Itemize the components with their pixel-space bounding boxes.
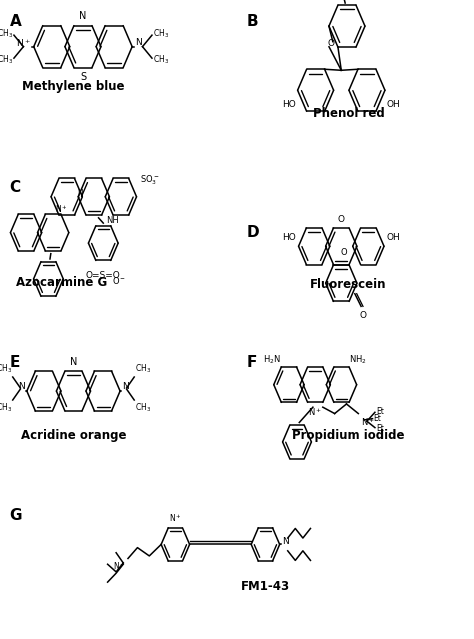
- Text: H$_2$N: H$_2$N: [264, 354, 282, 366]
- Text: N$^+$: N$^+$: [16, 37, 31, 49]
- Text: N$^+$: N$^+$: [113, 560, 126, 572]
- Text: Methylene blue: Methylene blue: [22, 80, 125, 93]
- Text: N$^+$: N$^+$: [55, 204, 68, 215]
- Text: D: D: [246, 225, 259, 240]
- Text: B: B: [246, 14, 258, 29]
- Text: N: N: [135, 38, 142, 47]
- Text: $\mathregular{CH_3}$: $\mathregular{CH_3}$: [135, 402, 151, 415]
- Text: N: N: [70, 357, 77, 367]
- Text: O$^-$: O$^-$: [112, 275, 126, 286]
- Text: N: N: [282, 537, 289, 546]
- Text: HO: HO: [283, 233, 296, 242]
- Text: Et: Et: [376, 406, 384, 415]
- Text: N: N: [122, 382, 129, 391]
- Text: Et: Et: [376, 424, 384, 433]
- Text: G: G: [9, 508, 22, 523]
- Text: $\mathregular{CH_3}$: $\mathregular{CH_3}$: [135, 362, 151, 375]
- Text: $\mathregular{CH_3}$: $\mathregular{CH_3}$: [153, 27, 169, 40]
- Text: SO$_3^-$: SO$_3^-$: [140, 173, 159, 187]
- Text: A: A: [9, 14, 21, 29]
- Text: N$^+$: N$^+$: [308, 407, 322, 419]
- Text: NH$_2$: NH$_2$: [349, 354, 366, 366]
- Text: FM1-43: FM1-43: [241, 580, 290, 593]
- Text: C: C: [9, 180, 20, 195]
- Text: N$^+$: N$^+$: [169, 512, 182, 524]
- Text: F: F: [246, 355, 257, 369]
- Text: Et: Et: [374, 413, 382, 422]
- Text: O=S=O: O=S=O: [86, 270, 121, 279]
- Text: $\mathregular{CH_3}$: $\mathregular{CH_3}$: [0, 53, 13, 66]
- Text: O: O: [360, 311, 367, 320]
- Text: N: N: [18, 382, 25, 391]
- Text: O: O: [328, 39, 335, 48]
- Text: $\mathregular{CH_3}$: $\mathregular{CH_3}$: [0, 27, 13, 40]
- Text: Azocarmine G: Azocarmine G: [16, 276, 107, 289]
- Text: S: S: [80, 72, 86, 82]
- Text: Fluorescein: Fluorescein: [310, 278, 387, 291]
- Text: Phenol red: Phenol red: [312, 107, 384, 120]
- Text: N$^+$: N$^+$: [361, 417, 374, 429]
- Text: OH: OH: [386, 233, 400, 242]
- Text: $\mathregular{CH_3}$: $\mathregular{CH_3}$: [0, 362, 12, 375]
- Text: N: N: [79, 11, 87, 21]
- Text: O: O: [338, 215, 345, 224]
- Text: HO: HO: [282, 100, 296, 109]
- Text: $\mathregular{CH_3}$: $\mathregular{CH_3}$: [0, 402, 12, 415]
- Text: NH: NH: [106, 216, 119, 225]
- Text: E: E: [9, 355, 20, 369]
- Text: $\mathregular{CH_3}$: $\mathregular{CH_3}$: [153, 53, 169, 66]
- Text: Propidium iodide: Propidium iodide: [292, 429, 405, 442]
- Text: O: O: [340, 248, 347, 257]
- Text: Acridine orange: Acridine orange: [21, 429, 126, 442]
- Text: N: N: [77, 189, 83, 198]
- Text: OH: OH: [387, 100, 401, 109]
